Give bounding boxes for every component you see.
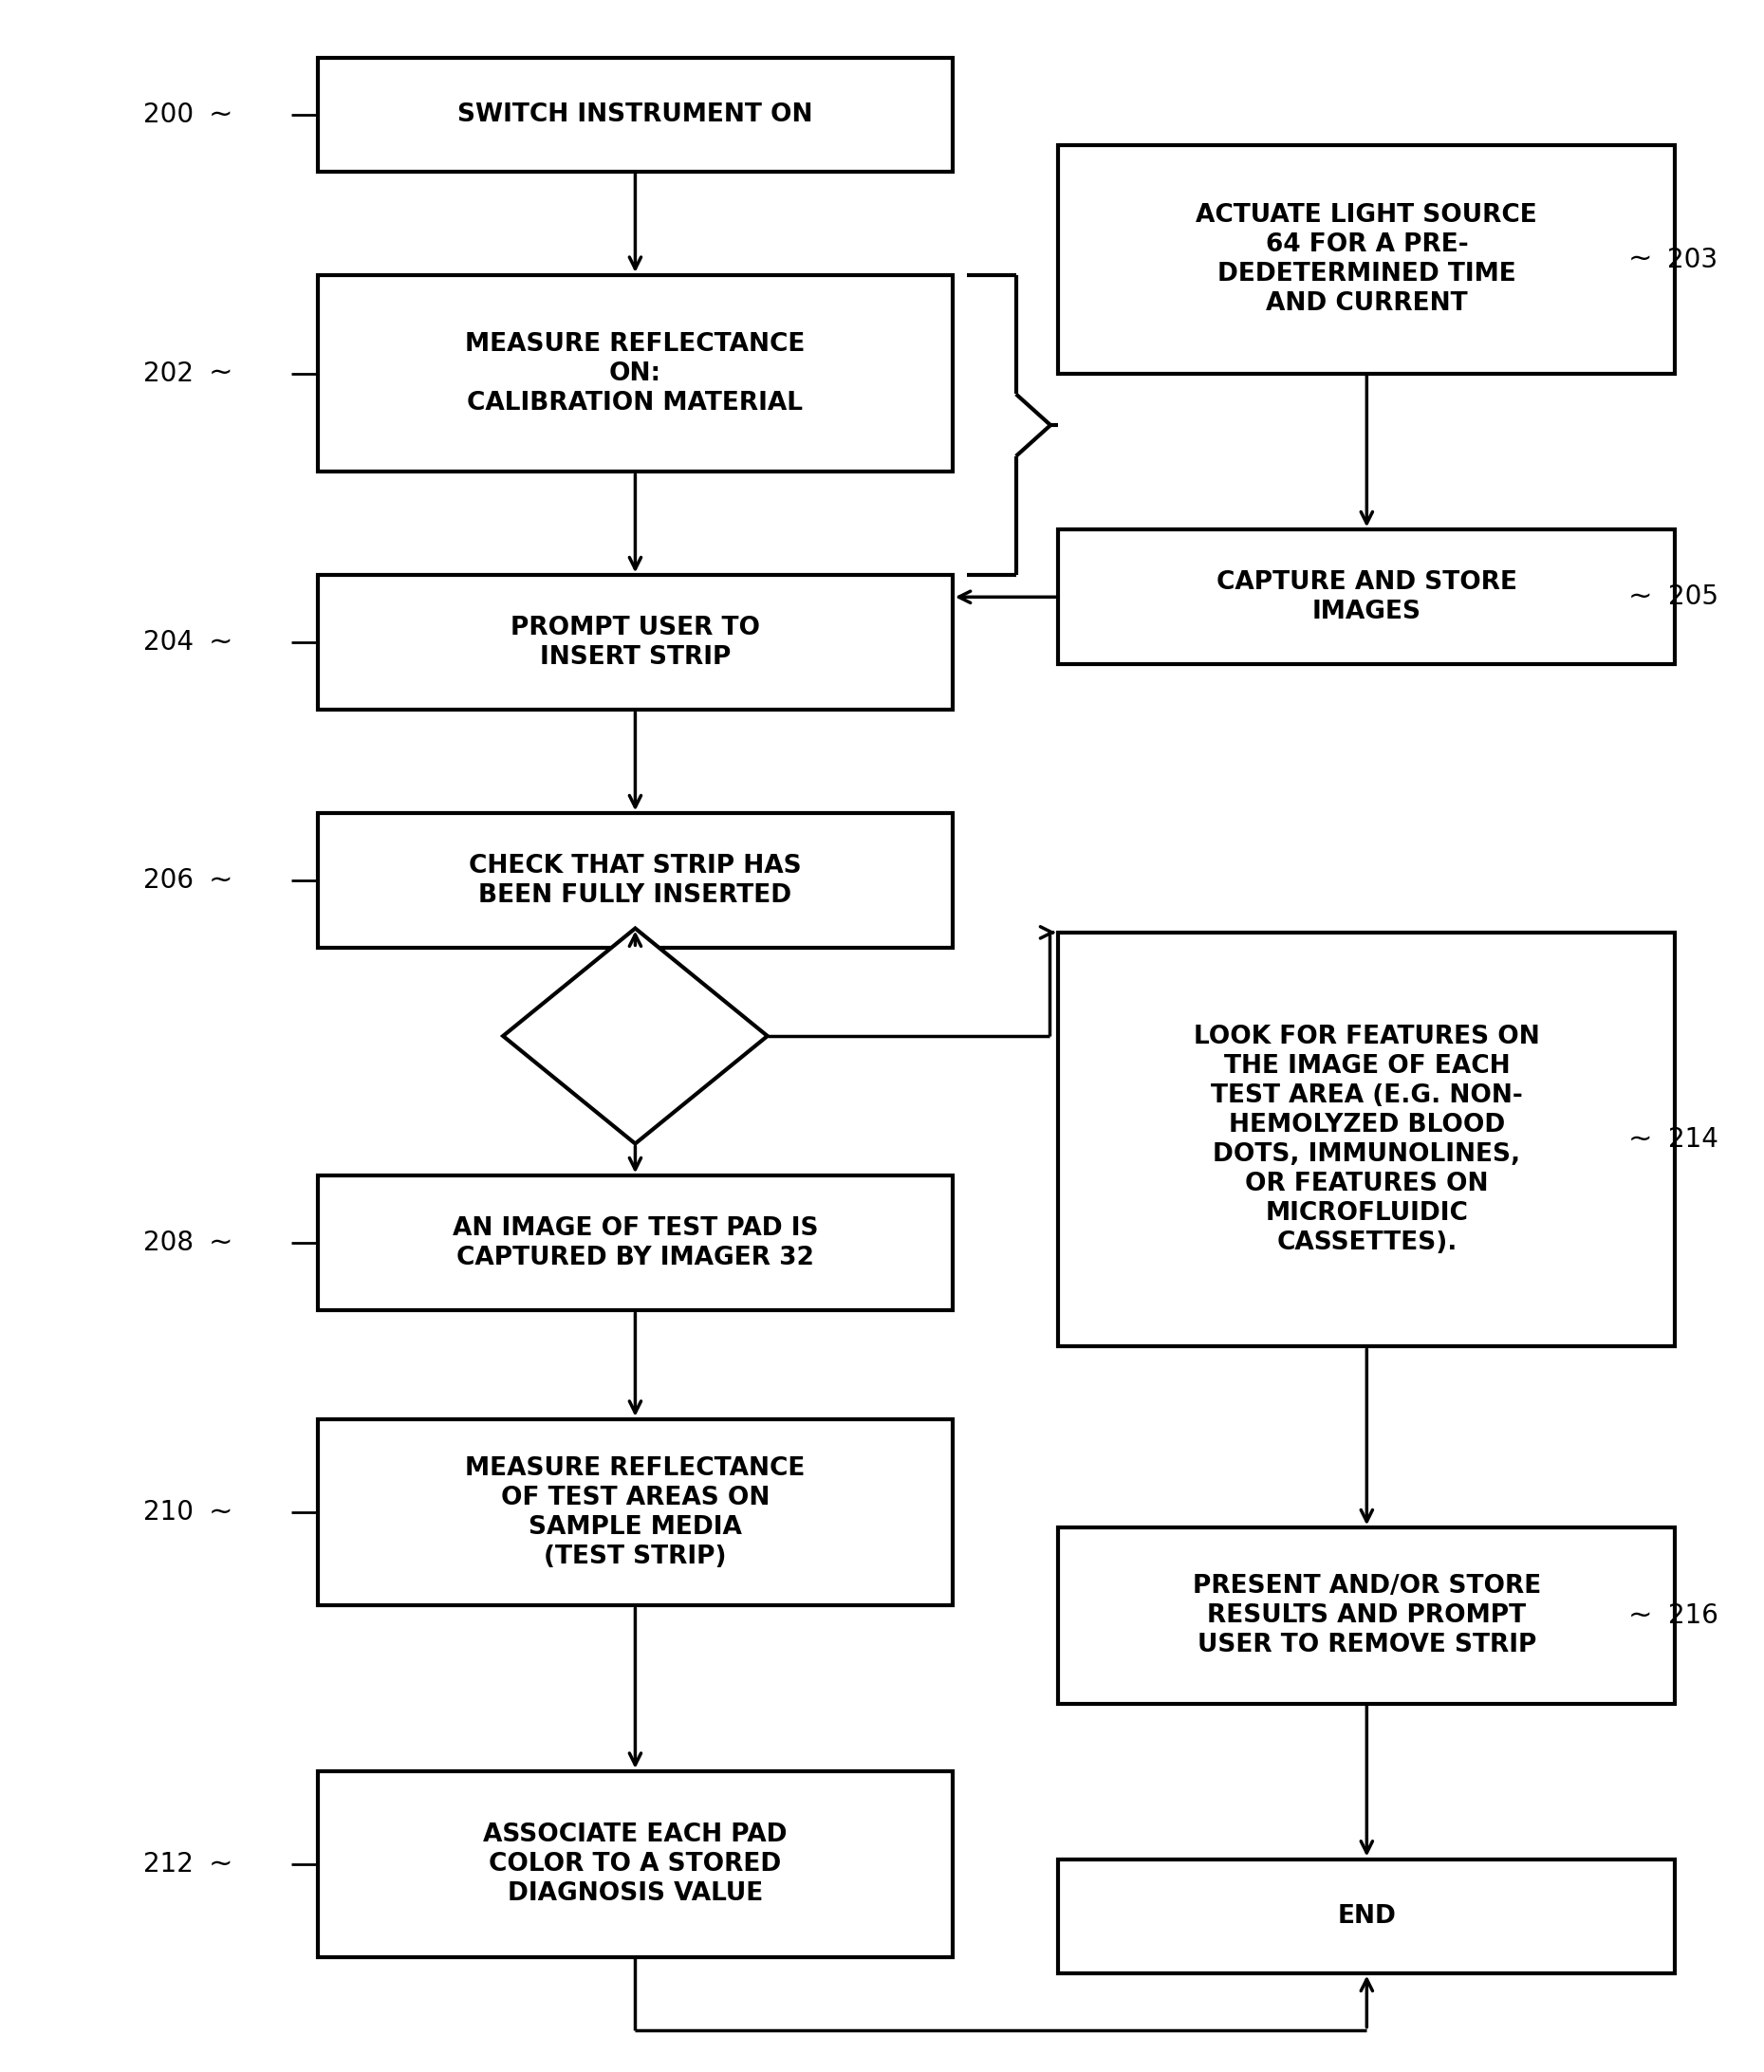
FancyBboxPatch shape — [1058, 1859, 1676, 1973]
Text: SWITCH INSTRUMENT ON: SWITCH INSTRUMENT ON — [457, 102, 813, 126]
Text: MEASURE REFLECTANCE
ON:
CALIBRATION MATERIAL: MEASURE REFLECTANCE ON: CALIBRATION MATE… — [466, 332, 804, 414]
Text: 200: 200 — [143, 102, 194, 128]
Text: MEASURE REFLECTANCE
OF TEST AREAS ON
SAMPLE MEDIA
(TEST STRIP): MEASURE REFLECTANCE OF TEST AREAS ON SAM… — [466, 1457, 804, 1569]
Text: 208: 208 — [143, 1231, 194, 1256]
FancyBboxPatch shape — [318, 576, 953, 711]
Text: ~: ~ — [1628, 582, 1653, 611]
Text: PROMPT USER TO
INSERT STRIP: PROMPT USER TO INSERT STRIP — [510, 615, 760, 669]
Polygon shape — [503, 928, 767, 1144]
FancyBboxPatch shape — [1058, 932, 1676, 1347]
FancyBboxPatch shape — [318, 276, 953, 472]
FancyBboxPatch shape — [318, 1419, 953, 1606]
Text: 202: 202 — [143, 361, 194, 387]
FancyBboxPatch shape — [1058, 530, 1676, 665]
FancyBboxPatch shape — [318, 814, 953, 949]
Text: ~: ~ — [208, 1498, 233, 1525]
Text: ~: ~ — [1628, 247, 1653, 274]
Text: 210: 210 — [143, 1498, 194, 1525]
Text: ~: ~ — [1628, 1125, 1653, 1154]
Text: 212: 212 — [143, 1850, 194, 1877]
Text: ACTUATE LIGHT SOURCE
64 FOR A PRE-
DEDETERMINED TIME
AND CURRENT: ACTUATE LIGHT SOURCE 64 FOR A PRE- DEDET… — [1196, 203, 1538, 315]
Text: 206: 206 — [143, 868, 194, 893]
Text: CAPTURE AND STORE
IMAGES: CAPTURE AND STORE IMAGES — [1217, 570, 1517, 624]
FancyBboxPatch shape — [318, 58, 953, 172]
Text: ~: ~ — [208, 361, 233, 387]
FancyBboxPatch shape — [318, 1772, 953, 1958]
Text: END: END — [1337, 1904, 1395, 1929]
FancyBboxPatch shape — [1058, 1527, 1676, 1703]
Text: AN IMAGE OF TEST PAD IS
CAPTURED BY IMAGER 32: AN IMAGE OF TEST PAD IS CAPTURED BY IMAG… — [452, 1216, 818, 1270]
Text: ~: ~ — [208, 628, 233, 657]
Text: 204: 204 — [143, 630, 194, 657]
Text: 216: 216 — [1667, 1602, 1718, 1629]
Text: ASSOCIATE EACH PAD
COLOR TO A STORED
DIAGNOSIS VALUE: ASSOCIATE EACH PAD COLOR TO A STORED DIA… — [483, 1823, 787, 1906]
Text: 203: 203 — [1667, 247, 1718, 274]
Text: ~: ~ — [208, 1229, 233, 1258]
Text: CHECK THAT STRIP HAS
BEEN FULLY INSERTED: CHECK THAT STRIP HAS BEEN FULLY INSERTED — [469, 854, 801, 908]
FancyBboxPatch shape — [1058, 145, 1676, 373]
Text: 205: 205 — [1667, 584, 1718, 611]
Text: LOOK FOR FEATURES ON
THE IMAGE OF EACH
TEST AREA (E.G. NON-
HEMOLYZED BLOOD
DOTS: LOOK FOR FEATURES ON THE IMAGE OF EACH T… — [1194, 1024, 1540, 1256]
Text: ~: ~ — [1628, 1602, 1653, 1629]
Text: ~: ~ — [208, 1850, 233, 1877]
Text: 214: 214 — [1667, 1127, 1718, 1152]
Text: PRESENT AND/OR STORE
RESULTS AND PROMPT
USER TO REMOVE STRIP: PRESENT AND/OR STORE RESULTS AND PROMPT … — [1192, 1575, 1542, 1658]
FancyBboxPatch shape — [318, 1175, 953, 1310]
Text: ~: ~ — [208, 866, 233, 895]
Text: ~: ~ — [208, 102, 233, 128]
